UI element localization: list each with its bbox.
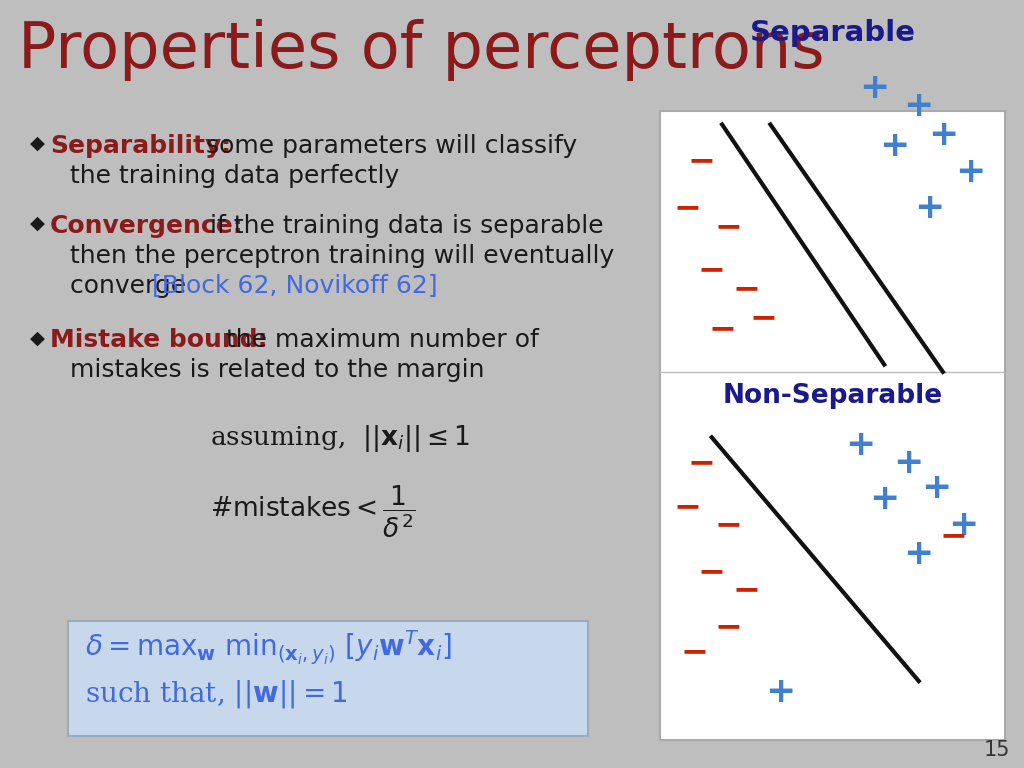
Text: +: + (948, 508, 979, 541)
Text: +: + (921, 472, 951, 505)
Text: ◆: ◆ (30, 329, 45, 347)
Text: −: − (674, 490, 701, 523)
Text: −: − (697, 555, 726, 588)
Text: +: + (903, 89, 934, 124)
Text: −: − (709, 312, 736, 345)
Text: −: − (674, 192, 701, 225)
Text: ◆: ◆ (30, 134, 45, 153)
Text: +: + (880, 129, 909, 164)
Text: Separable: Separable (750, 19, 915, 47)
Text: −: − (715, 210, 743, 243)
Text: +: + (859, 71, 889, 105)
Text: mistakes is related to the margin: mistakes is related to the margin (70, 359, 484, 382)
Text: Mistake bound:: Mistake bound: (50, 329, 267, 353)
Text: then the perceptron training will eventually: then the perceptron training will eventu… (70, 243, 614, 267)
Text: −: − (939, 519, 968, 552)
Text: 15: 15 (983, 740, 1010, 760)
Text: $\delta = \mathrm{max}_\mathbf{w}\ \mathrm{min}_{(\mathbf{x}_i,y_i)}\ [y_i\mathb: $\delta = \mathrm{max}_\mathbf{w}\ \math… (85, 628, 452, 667)
Text: Convergence:: Convergence: (50, 214, 244, 237)
Text: +: + (955, 155, 986, 189)
Text: the training data perfectly: the training data perfectly (70, 164, 399, 187)
Text: $\#\mathrm{mistakes} < \dfrac{1}{\delta^2}$: $\#\mathrm{mistakes} < \dfrac{1}{\delta^… (210, 483, 416, 540)
Text: −: − (687, 446, 716, 479)
Text: −: − (732, 574, 760, 607)
Text: the maximum number of: the maximum number of (218, 329, 539, 353)
Text: +: + (928, 118, 958, 152)
Text: −: − (681, 635, 709, 668)
Text: ◆: ◆ (30, 214, 45, 233)
Text: Separability:: Separability: (50, 134, 231, 157)
Text: −: − (687, 144, 716, 177)
Text: +: + (845, 428, 876, 462)
Text: assuming,  $||\mathbf{x}_i|| \leq 1$: assuming, $||\mathbf{x}_i|| \leq 1$ (210, 423, 470, 455)
Text: +: + (893, 445, 924, 480)
Text: −: − (697, 253, 726, 286)
Text: Properties of perceptrons: Properties of perceptrons (18, 18, 825, 81)
Text: +: + (766, 675, 796, 709)
FancyBboxPatch shape (68, 621, 588, 736)
Text: −: − (732, 272, 760, 305)
Text: such that, $||\mathbf{w}|| = 1$: such that, $||\mathbf{w}|| = 1$ (85, 678, 348, 710)
Text: [Block 62, Novikoff 62]: [Block 62, Novikoff 62] (152, 273, 437, 297)
Text: +: + (903, 537, 934, 571)
Bar (660, 111, 1005, 740)
Text: −: − (715, 610, 743, 643)
Text: +: + (913, 191, 944, 225)
Text: some parameters will classify: some parameters will classify (198, 134, 578, 157)
Text: +: + (869, 482, 899, 516)
Text: converge: converge (70, 273, 195, 297)
Text: Non-Separable: Non-Separable (723, 382, 942, 409)
Text: −: − (715, 508, 743, 541)
Text: −: − (750, 301, 777, 334)
Text: if the training data is separable: if the training data is separable (202, 214, 603, 237)
